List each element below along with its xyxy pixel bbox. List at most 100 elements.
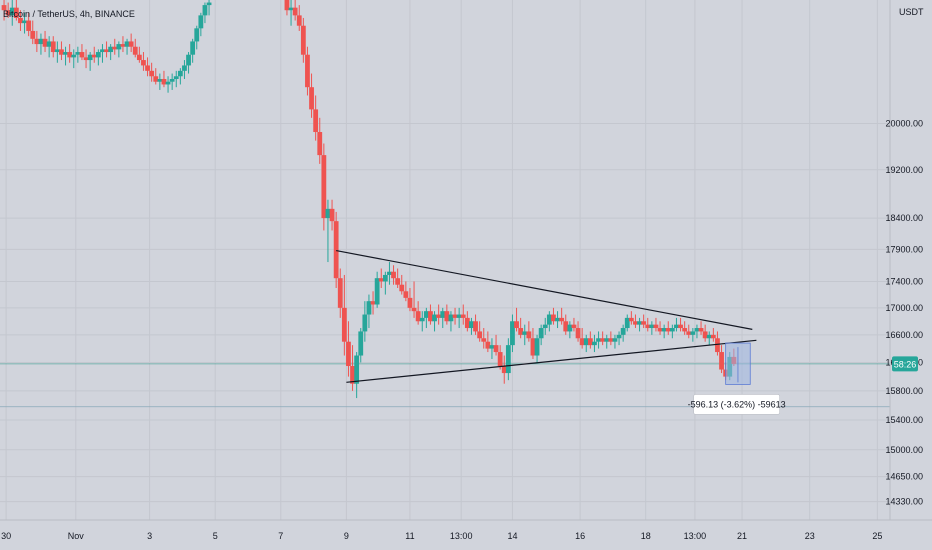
candle-body (161, 78, 167, 85)
candle-body (309, 87, 314, 110)
time-tick-label: 9 (344, 531, 349, 541)
candle-body (497, 352, 503, 367)
candle-body (132, 46, 138, 55)
price-badge-box (892, 356, 918, 372)
candle-body (120, 44, 126, 47)
candle-body (489, 345, 495, 349)
candle-body (149, 70, 155, 77)
candle-body (382, 274, 388, 282)
time-tick-label: Nov (68, 531, 85, 541)
candle-body (50, 41, 56, 53)
time-axis[interactable]: 30 Nov 3 5 7 9 11 13:00 14 16 18 13:00 21 23 25 (1, 531, 882, 541)
candle-body (641, 321, 647, 325)
time-tick-label: 16 (575, 531, 585, 541)
candle-body (411, 307, 417, 312)
price-tick-label: 15400.00 (885, 415, 923, 425)
candle-body (448, 314, 454, 322)
candle-body (690, 331, 696, 335)
candle-body (366, 301, 372, 315)
candle-body (481, 338, 487, 342)
candle-body (587, 338, 593, 346)
price-tick-label: 15000.00 (885, 445, 923, 455)
price-tick-label: 17400.00 (885, 276, 923, 286)
time-tick-label: 13:00 (684, 531, 707, 541)
candle-body (456, 314, 462, 318)
candle-body (706, 334, 712, 339)
price-tick-label: 16600.00 (885, 330, 923, 340)
candle-body (616, 334, 622, 339)
candle-body (592, 341, 597, 346)
candle-body (682, 328, 688, 332)
candle-body (288, 7, 294, 11)
candle-body (321, 155, 327, 219)
candle-body (18, 17, 23, 24)
candle-body (432, 314, 437, 322)
candle-body (350, 366, 355, 384)
candle-body (678, 324, 683, 329)
candle-body (194, 28, 200, 42)
trendline-lower[interactable] (346, 339, 757, 383)
candle-body (444, 311, 450, 322)
candle-body (563, 321, 569, 332)
candle-body (505, 345, 511, 374)
candle-body (719, 352, 724, 370)
time-tick-label: 18 (641, 531, 651, 541)
candle-body (1, 5, 7, 11)
price-tick-label: 20000.00 (885, 118, 923, 128)
candles (1, 0, 737, 399)
candle-body (669, 328, 675, 332)
candle-body (428, 311, 433, 322)
trendlines (336, 249, 757, 383)
candle-body (177, 70, 183, 77)
candle-body (54, 49, 60, 53)
candle-body (112, 46, 118, 50)
candle-body (38, 38, 44, 45)
candle-body (300, 25, 306, 55)
candle-body (530, 338, 536, 356)
candle-body (624, 317, 630, 329)
price-tick-label: 15800.00 (885, 386, 923, 396)
grid (0, 0, 890, 520)
candle-body (292, 7, 298, 16)
candle-body (329, 208, 335, 222)
trendline-upper[interactable] (336, 249, 753, 330)
candle-body (59, 49, 64, 55)
candle-body (608, 338, 614, 342)
candle-body (387, 271, 392, 275)
candle-body (378, 278, 384, 282)
candle-body (182, 65, 187, 71)
candle-body (612, 338, 618, 342)
candle-body (542, 324, 548, 329)
candle-body (493, 345, 499, 353)
candle-body (79, 52, 85, 58)
candle-body (665, 328, 671, 332)
candle-body (575, 328, 581, 339)
candle-body (202, 5, 208, 16)
candle-body (5, 10, 11, 16)
candle-body (91, 54, 97, 58)
candle-body (559, 317, 565, 322)
time-tick-label: 23 (805, 531, 815, 541)
candle-body (538, 328, 544, 339)
candle-body (464, 317, 470, 329)
measure-tool[interactable]: -596.13 (-3.62%) -59613 (688, 342, 786, 415)
candle-body (370, 301, 376, 305)
candle-body (596, 338, 601, 342)
candle-body (206, 2, 212, 6)
time-tick-label: 21 (737, 531, 747, 541)
candle-body (477, 331, 483, 339)
candle-body (95, 52, 101, 58)
time-tick-label: 13:00 (450, 531, 473, 541)
candle-body (67, 52, 73, 58)
candle-body (600, 338, 606, 342)
candle-body (440, 311, 446, 318)
candle-body (354, 355, 360, 384)
candle-body (141, 60, 146, 66)
candle-body (63, 52, 68, 55)
candle-body (715, 338, 720, 353)
candle-body (473, 321, 478, 332)
candle-body (469, 321, 474, 329)
candle-body (698, 328, 704, 332)
price-axis[interactable]: 20000.00 19200.00 18400.00 17900.00 17400.00… (885, 118, 923, 506)
